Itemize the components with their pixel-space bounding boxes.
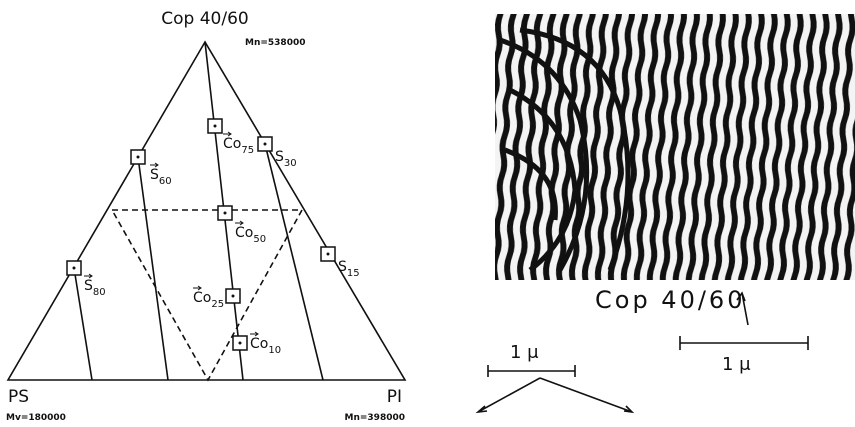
point-label-sub: 75	[241, 145, 254, 156]
ternary-diagram	[8, 42, 405, 380]
page: Cop 40/60 Mn=538000 PS Mv=180000 PI Mn=3…	[0, 0, 855, 427]
micrograph	[495, 14, 855, 280]
point-label: Co50	[235, 225, 266, 245]
right-label: PI	[387, 387, 402, 407]
point-label: Co25	[193, 290, 224, 310]
pointer-arrows	[478, 378, 632, 412]
point-label-sub: 25	[211, 299, 224, 310]
right-note: Mn=398000	[345, 413, 405, 423]
point-dot	[239, 342, 242, 345]
point-label-sub: 80	[93, 287, 106, 298]
point-label: S80	[84, 278, 106, 298]
apex-note: Mn=538000	[245, 38, 305, 48]
point-dot	[264, 143, 267, 146]
point-dot	[327, 253, 330, 256]
point-label: S60	[150, 167, 172, 187]
point-label-sub: 30	[284, 158, 297, 169]
micrograph-caption: Cop 40/60	[595, 286, 745, 314]
scale-label: 1 μ	[510, 342, 539, 363]
left-note: Mv=180000	[6, 413, 66, 423]
point-label-main: S	[275, 149, 284, 165]
point-dot	[73, 267, 76, 270]
apex-label: Cop 40/60	[161, 9, 248, 29]
point-label: Co10	[250, 336, 281, 356]
point-dot	[214, 125, 217, 128]
point-label: Co75	[223, 136, 254, 156]
point-label-main: S	[150, 167, 159, 183]
scale-bar	[680, 336, 808, 350]
point-label-main: Co	[193, 290, 211, 306]
point-label-sub: 15	[347, 268, 360, 279]
point-label-main: S	[84, 278, 93, 294]
point-label-sub: 10	[268, 345, 281, 356]
figure: Cop 40/60 Mn=538000 PS Mv=180000 PI Mn=3…	[0, 0, 855, 427]
scale-bar	[488, 365, 575, 377]
point-label-sub: 60	[159, 176, 172, 187]
point-dot	[137, 156, 140, 159]
point-label: S15	[338, 259, 360, 279]
point-label-main: Co	[250, 336, 268, 352]
point-dot	[224, 212, 227, 215]
point-label-main: Co	[235, 225, 253, 241]
triangle	[8, 42, 405, 380]
left-label: PS	[8, 387, 29, 407]
tie-line	[138, 157, 168, 380]
point-label-main: S	[338, 259, 347, 275]
point-dot	[232, 295, 235, 298]
point-label-sub: 50	[253, 234, 266, 245]
scale-label: 1 μ	[722, 354, 751, 375]
micrograph-image	[495, 14, 855, 280]
point-label-main: Co	[223, 136, 241, 152]
